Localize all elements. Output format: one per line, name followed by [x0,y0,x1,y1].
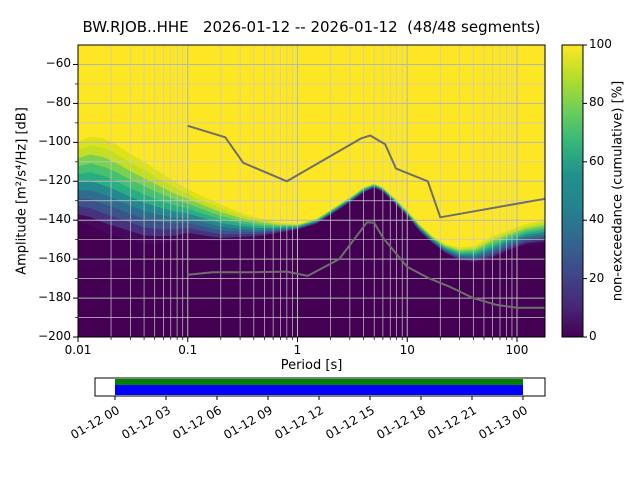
colorbar-label: non-exceedance (cumulative) [%] [610,80,626,302]
y-tick-label: −140 [38,212,71,227]
x-tick-label: 1 [293,343,302,357]
noise-model-nlnm [187,221,545,309]
x-tick-label: 0.1 [178,343,198,357]
y-tick-label: −180 [38,290,71,305]
grid [78,45,545,337]
colorbar-gradient [562,45,583,337]
colorbar-tick-label: 100 [589,37,612,51]
plot-border [77,44,546,338]
y-tick-label: −60 [45,56,71,71]
y-tick-label: −100 [38,134,71,149]
colorbar-tick-label: 40 [589,212,605,227]
y-tick-label: −120 [38,173,71,188]
timeline-coverage-top [115,379,523,385]
noise-models [187,124,545,309]
x-axis-label: Period [s] [280,358,343,373]
colorbar-tick-label: 0 [589,329,597,343]
x-tick-label: 100 [505,343,529,357]
y-tick-label: −160 [38,251,71,266]
colorbar-tick-label: 60 [589,153,605,168]
y-axis-label: Amplitude [m²/s⁴/Hz] [dB] [14,107,30,275]
y-tick-label: −80 [45,95,71,110]
plot-title: BW.RJOB..HHE 2026-01-12 -- 2026-01-12 (4… [82,18,541,36]
timeline-coverage [115,385,523,395]
colorbar-tick-label: 20 [589,270,605,285]
colorbar-tick-label: 80 [589,95,605,110]
y-tick-label: −200 [38,329,71,343]
ppsd-heatmap [78,45,545,337]
x-tick-label: 0.01 [64,343,92,357]
x-tick-label: 10 [399,343,415,357]
noise-model-nhnm [187,124,545,219]
